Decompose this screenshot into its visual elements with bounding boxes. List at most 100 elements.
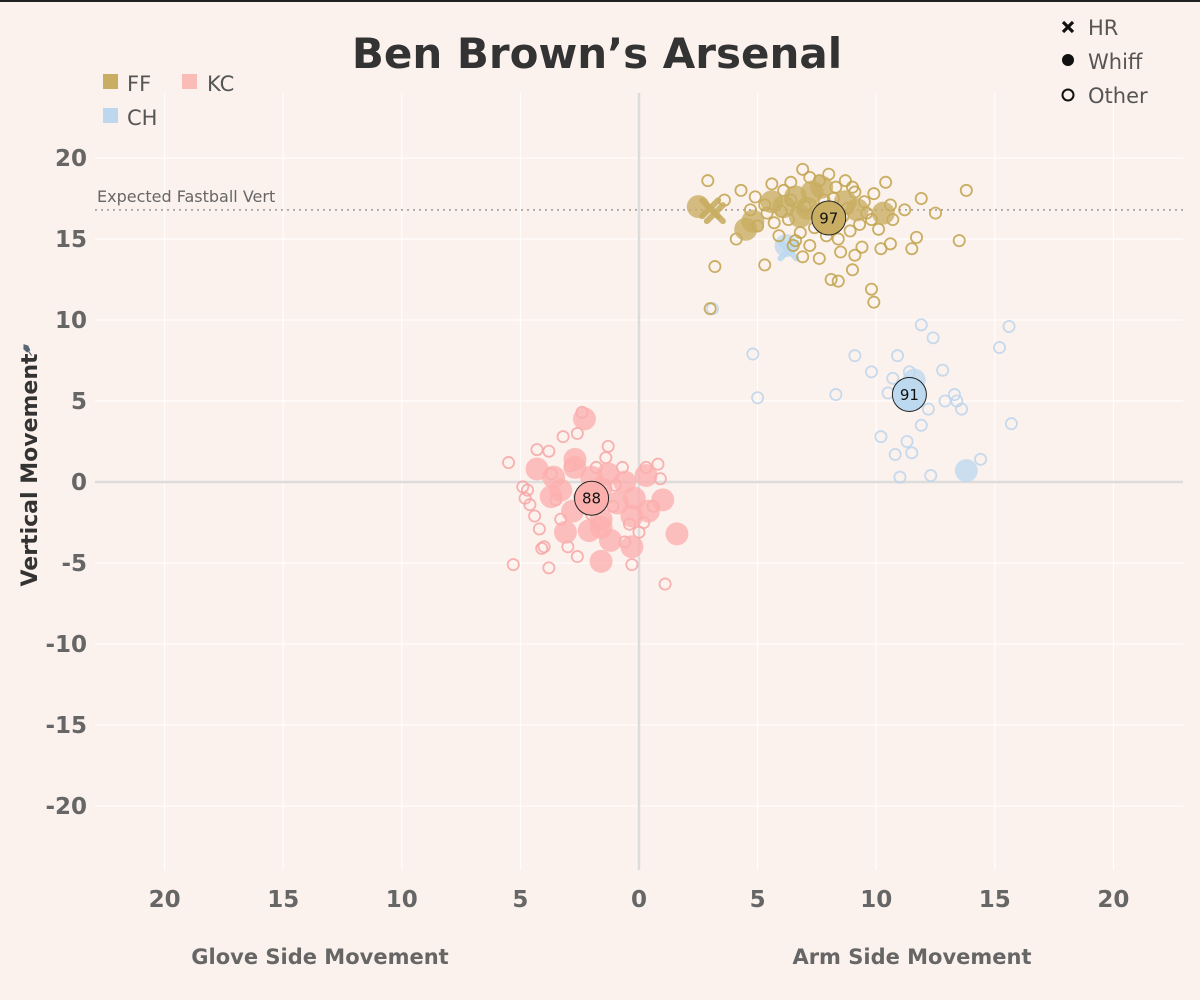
kc-whiff-point <box>563 447 587 471</box>
kc-other-point <box>601 439 615 453</box>
ff-other-point <box>834 245 848 259</box>
legend-swatch-kc <box>182 74 197 89</box>
y-tick-label: 0 <box>71 470 87 496</box>
ch-other-point <box>947 388 961 402</box>
x-tick-label: 15 <box>267 887 299 913</box>
ff-other-point <box>765 177 779 191</box>
x-tick-label: 10 <box>386 887 418 913</box>
ch-other-point <box>974 452 988 466</box>
kc-whiff-point <box>606 491 630 515</box>
ff-other-point <box>952 234 966 248</box>
ff-other-point <box>874 242 888 256</box>
ch-other-point <box>829 388 843 402</box>
ff-hr-stroke <box>699 197 722 220</box>
x-tick-label: 5 <box>750 887 766 913</box>
ff-other-point <box>838 174 852 188</box>
ff-other-point <box>867 187 881 201</box>
ch-other-point <box>905 446 919 460</box>
ff-whiff-point <box>845 198 869 222</box>
chart-title: Ben Brown’s Arsenal <box>352 29 842 78</box>
ff-other-point <box>767 216 781 230</box>
kc-other-point <box>535 541 549 555</box>
ff-other-point <box>708 260 722 274</box>
outcome-legend: HR Whiff Other <box>1061 16 1148 108</box>
x-axis-label-right: Arm Side Movement <box>792 945 1031 969</box>
kc-other-point <box>530 443 544 457</box>
kc-whiff-point <box>572 407 596 431</box>
pitch-type-legend: FF KC CH <box>103 72 234 130</box>
kc-other-point <box>537 540 551 554</box>
kc-whiff-point <box>553 520 577 544</box>
ff-other-point <box>748 190 762 204</box>
x-tick-labels: 20 15 10 5 0 5 10 15 20 <box>149 887 1130 913</box>
ff-other-point <box>855 240 869 254</box>
pitch-means: 97 88 91 <box>574 200 927 516</box>
ch-other-point <box>936 363 950 377</box>
y-axis-label: Vertical Movement <box>18 353 43 587</box>
x-tick-label: 10 <box>860 887 892 913</box>
kc-whiff-point <box>539 485 563 509</box>
ch-other-point <box>993 341 1007 355</box>
y-tick-label: -5 <box>61 551 87 577</box>
ch-whiff-point <box>954 459 978 483</box>
x-tick-label: 5 <box>512 887 528 913</box>
kc-other-point <box>502 456 516 470</box>
legend-label-whiff: Whiff <box>1088 50 1143 74</box>
y-tick-label: 15 <box>55 227 87 253</box>
kc-other-point <box>528 509 542 523</box>
ff-other-point <box>789 234 803 248</box>
kc-other-point <box>651 457 665 471</box>
kc-other-point <box>532 522 546 536</box>
ch-other-point <box>914 418 928 432</box>
ff-other-point <box>848 248 862 262</box>
ff-other-point <box>758 258 772 272</box>
ff-other-point <box>703 302 717 316</box>
ff-other-point <box>914 191 928 205</box>
ff-other-point <box>867 295 881 309</box>
kc-mean-velo: 88 <box>582 490 601 508</box>
ch-other-point <box>848 349 862 363</box>
ff-mean-velo: 97 <box>819 209 838 227</box>
pin-icon <box>23 344 33 356</box>
top-border <box>0 0 1200 2</box>
y-tick-label: -10 <box>45 632 87 658</box>
legend-label-other: Other <box>1088 84 1148 108</box>
ff-whiff-point <box>741 209 765 233</box>
ch-other-point <box>955 402 969 416</box>
y-tick-label: -20 <box>45 794 87 820</box>
ff-other-point <box>772 229 786 243</box>
legend-swatch-ff <box>103 74 118 89</box>
ch-other-point <box>926 331 940 345</box>
hr-x-icon <box>1061 20 1075 34</box>
x-axis-label-left: Glove Side Movement <box>191 945 448 969</box>
x-tick-label: 20 <box>1097 887 1129 913</box>
kc-whiff-point <box>620 535 644 559</box>
ch-other-point <box>746 347 760 361</box>
kc-other-point <box>506 558 520 572</box>
ch-other-point <box>893 470 907 484</box>
ff-other-point <box>812 251 826 265</box>
x-tick-label: 0 <box>631 887 647 913</box>
ff-other-point <box>872 222 886 236</box>
y-tick-label: -15 <box>45 713 87 739</box>
expected-fastball-vert-line: Expected Fastball Vert <box>95 187 1183 211</box>
ff-other-point <box>796 250 810 264</box>
ch-other-point <box>874 430 888 444</box>
ch-other-point <box>751 391 765 405</box>
kc-other-point <box>658 577 672 591</box>
ch-other-point <box>886 371 900 385</box>
ff-hr-point <box>699 197 722 220</box>
ff-other-point <box>905 242 919 256</box>
ch-mean-marker <box>891 377 927 413</box>
ch-other-point <box>1002 319 1016 333</box>
legend-label-kc: KC <box>207 72 234 96</box>
kc-other-point <box>625 558 639 572</box>
other-ring-icon <box>1061 88 1075 102</box>
kc-whiff-point <box>665 522 689 546</box>
ff-other-point <box>959 183 973 197</box>
ch-other-point <box>900 434 914 448</box>
kc-other-point <box>570 550 584 564</box>
kc-other-point <box>542 561 556 575</box>
ch-other-point <box>924 469 938 483</box>
ff-other-point <box>910 230 924 244</box>
